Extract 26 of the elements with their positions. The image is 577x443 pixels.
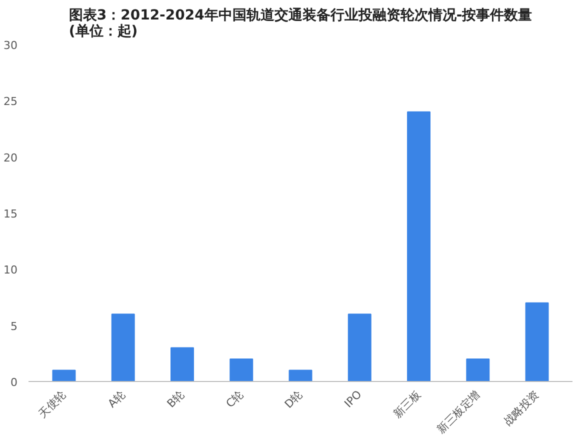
bar <box>52 370 76 382</box>
bar <box>407 111 430 382</box>
y-tick-label: 0 <box>10 376 18 389</box>
bar <box>170 347 194 382</box>
bar <box>230 358 254 382</box>
y-tick-label: 10 <box>4 264 18 277</box>
bar <box>466 358 490 382</box>
bar <box>525 302 549 382</box>
bar <box>111 314 135 382</box>
x-tick-label: IPO <box>342 388 364 410</box>
x-tick-label: A轮 <box>105 388 128 410</box>
x-tick-label: B轮 <box>164 388 187 410</box>
x-tick-label: 战略投资 <box>501 388 542 428</box>
chart-title: 图表3：2012-2024年中国轨道交通装备行业投融资轮次情况-按事件数量 (单位：起) <box>68 6 532 40</box>
x-tick-label: 新三板定增 <box>434 388 482 436</box>
y-tick-label: 5 <box>10 320 18 333</box>
bar <box>288 370 312 382</box>
bar <box>348 314 372 382</box>
x-tick-label: 新三板 <box>390 388 424 420</box>
y-tick-label: 30 <box>4 39 18 52</box>
x-tick-label: D轮 <box>282 388 306 411</box>
y-tick-label: 15 <box>4 208 18 220</box>
y-tick-label: 20 <box>4 151 18 164</box>
y-tick-label: 25 <box>4 95 18 108</box>
x-tick-label: C轮 <box>224 388 246 410</box>
x-tick-label: 天使轮 <box>36 388 69 420</box>
